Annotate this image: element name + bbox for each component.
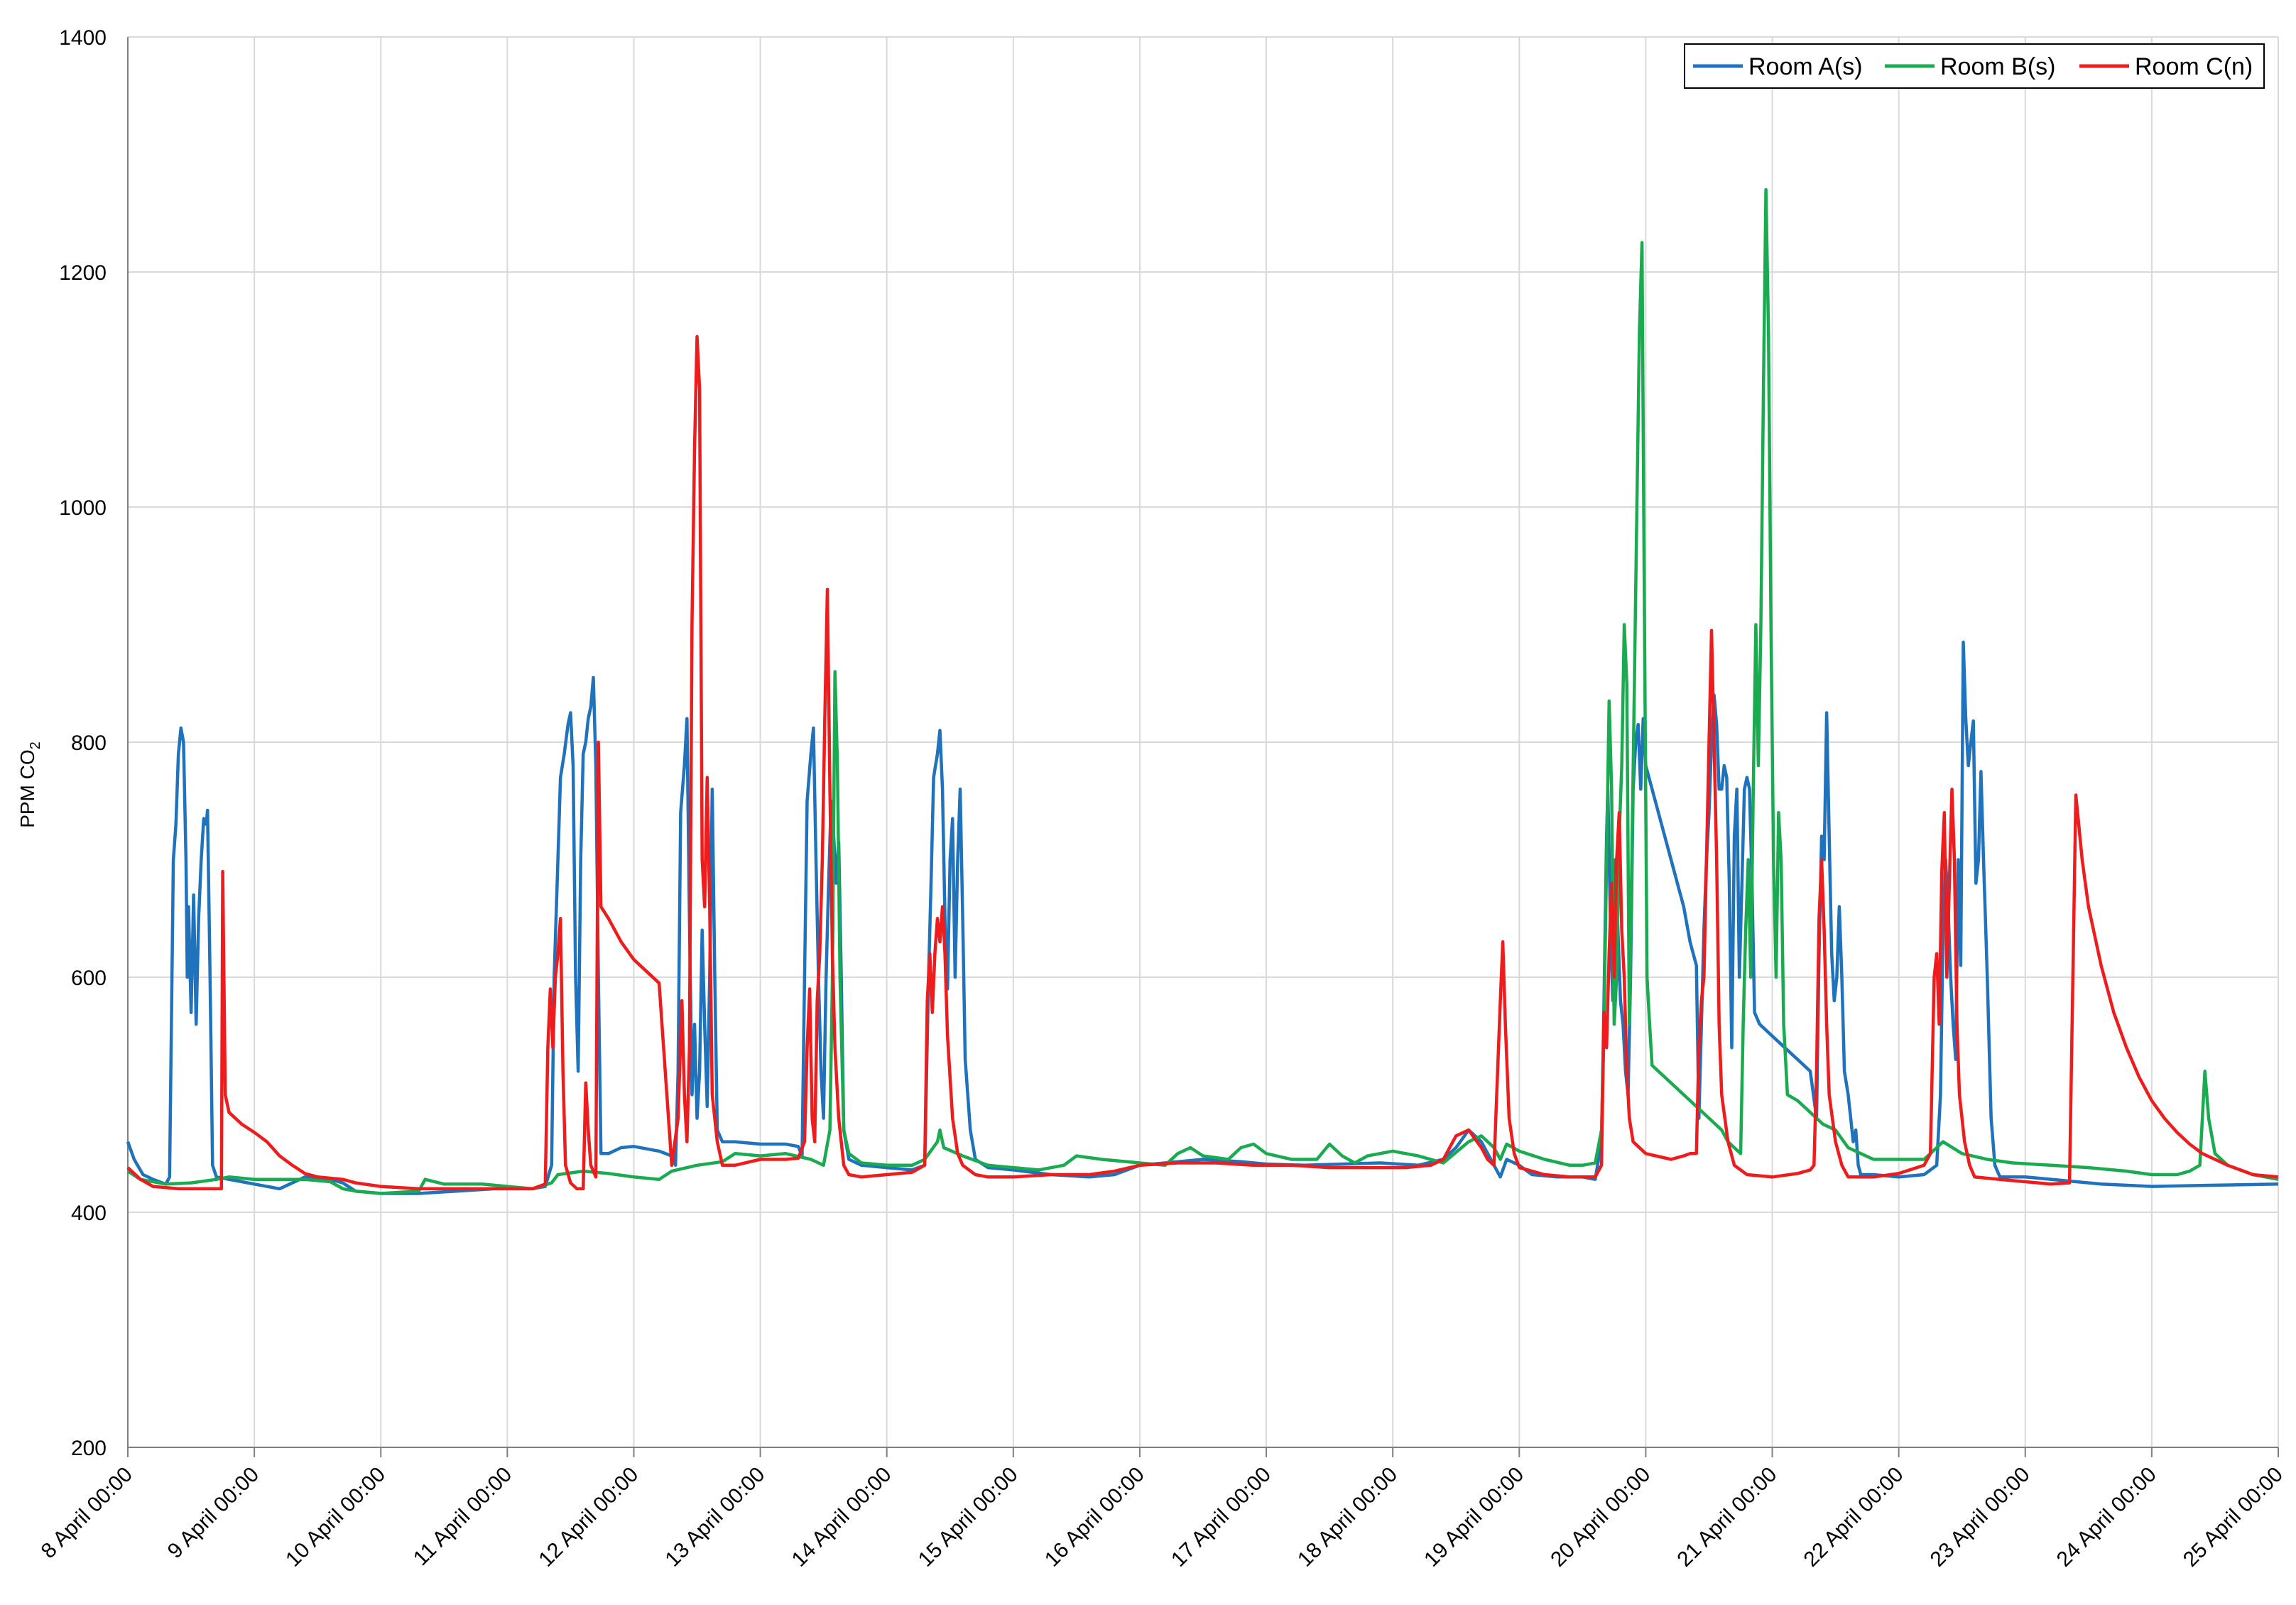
- y-axis-label-subscript: 2: [28, 741, 43, 749]
- y-tick-label: 800: [71, 731, 107, 755]
- axes: [127, 37, 2279, 1457]
- legend-entry-label: Room A(s): [1748, 53, 1863, 80]
- series-lines: [126, 187, 2279, 1195]
- legend: Room A(s) Room B(s) Room C(n): [1684, 43, 2265, 89]
- y-tick-label: 600: [71, 967, 107, 990]
- y-axis-label: PPM CO2: [16, 741, 43, 828]
- legend-entry-label: Room C(n): [2135, 53, 2253, 80]
- series-line-room-c-n: [126, 334, 2279, 1191]
- y-tick-labels: 200 400 600 800 1000 1200 1400: [59, 26, 107, 1460]
- y-tick-label: 400: [71, 1202, 107, 1225]
- grid-lines: [127, 36, 2279, 1448]
- y-tick-label: 1200: [59, 261, 107, 285]
- legend-entry-label: Room B(s): [1940, 53, 2055, 80]
- y-tick-label: 1000: [59, 496, 107, 520]
- y-tick-label: 1400: [59, 26, 107, 50]
- series-line-room-b-s: [126, 187, 2279, 1195]
- y-tick-label: 200: [71, 1437, 107, 1460]
- legend-box: [1684, 43, 2265, 89]
